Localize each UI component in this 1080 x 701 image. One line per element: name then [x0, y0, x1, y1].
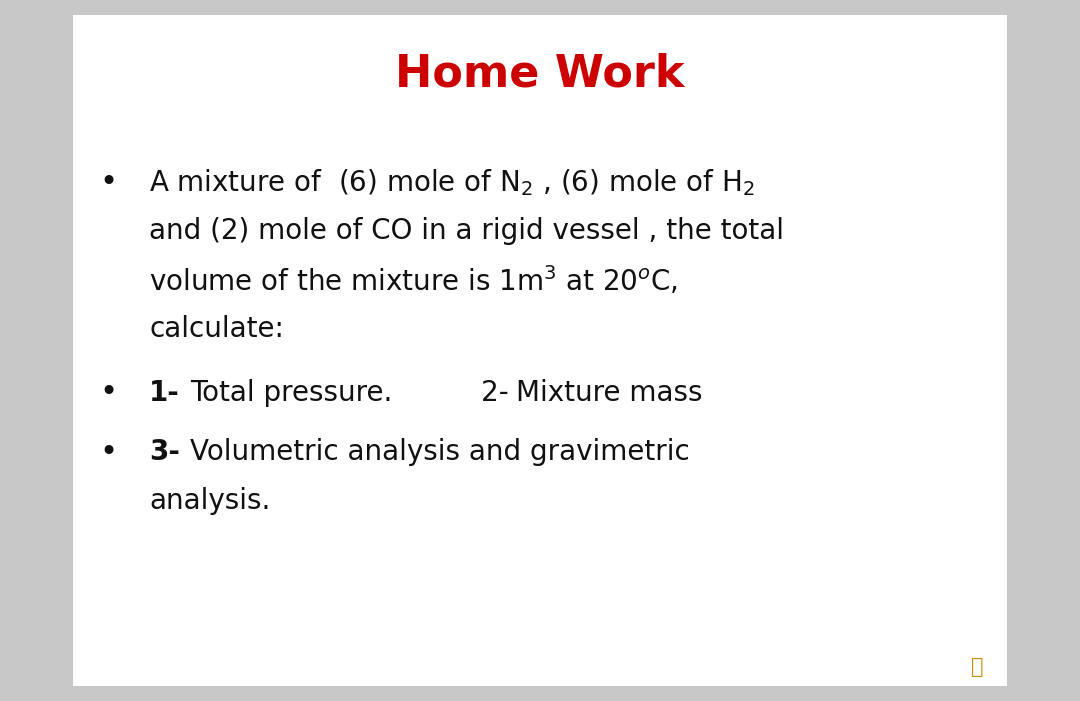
Text: 3-: 3-	[149, 438, 180, 466]
Text: Home Work: Home Work	[395, 52, 685, 95]
Text: volume of the mixture is 1m$^3$ at 20$^o$C,: volume of the mixture is 1m$^3$ at 20$^o…	[149, 264, 678, 297]
Text: Volumetric analysis and gravimetric: Volumetric analysis and gravimetric	[190, 438, 690, 466]
Text: •: •	[99, 437, 117, 467]
Text: •: •	[99, 168, 117, 197]
Text: 🔊: 🔊	[971, 658, 984, 677]
Text: •: •	[99, 378, 117, 407]
Text: Total pressure.          2-: Total pressure. 2-	[190, 379, 509, 407]
Text: analysis.: analysis.	[149, 487, 270, 515]
Text: A mixture of  (6) mole of N$_2$ , (6) mole of H$_2$: A mixture of (6) mole of N$_2$ , (6) mol…	[149, 167, 755, 198]
Text: 1-: 1-	[149, 379, 179, 407]
Text: calculate:: calculate:	[149, 315, 284, 343]
FancyBboxPatch shape	[73, 15, 1007, 686]
Text: Mixture mass: Mixture mass	[516, 379, 703, 407]
Text: and (2) mole of CO in a rigid vessel , the total: and (2) mole of CO in a rigid vessel , t…	[149, 217, 784, 245]
